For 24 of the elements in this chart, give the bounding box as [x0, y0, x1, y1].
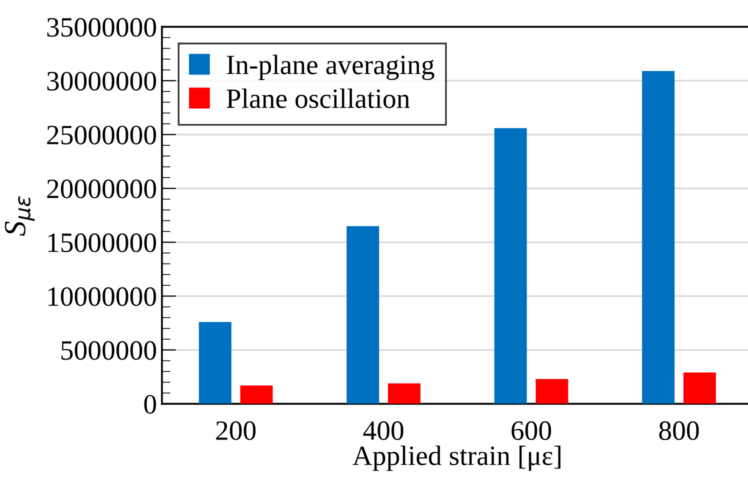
y-tick-label: 25000000 — [47, 126, 156, 144]
bar — [536, 379, 568, 404]
bar — [198, 322, 232, 404]
bar — [240, 385, 273, 404]
y-tick-label: 5000000 — [61, 341, 156, 360]
x-axis-title: Applied strain [με] — [352, 446, 560, 471]
y-tick-label: 0 — [144, 394, 156, 414]
bar — [683, 372, 716, 404]
y-tick-label: 15000000 — [48, 233, 156, 252]
y-axis-title: S$_{με}$ — [4, 196, 35, 236]
bar — [346, 226, 380, 404]
y-tick-label: 35000000 — [47, 18, 156, 37]
x-tick-label: 400 — [363, 421, 404, 440]
y-tick-label: 20000000 — [47, 180, 156, 198]
bar — [494, 128, 527, 404]
bar — [388, 383, 420, 404]
legend-label: Plane oscillation — [226, 88, 410, 108]
y-tick-label: 30000000 — [47, 72, 156, 91]
x-tick-label: 800 — [659, 421, 699, 440]
x-tick-label: 600 — [512, 421, 552, 440]
x-tick-label: 200 — [216, 421, 256, 440]
y-tick-label: 10000000 — [48, 287, 156, 306]
legend-label: In-plane averaging — [226, 54, 434, 80]
bar — [642, 70, 675, 404]
